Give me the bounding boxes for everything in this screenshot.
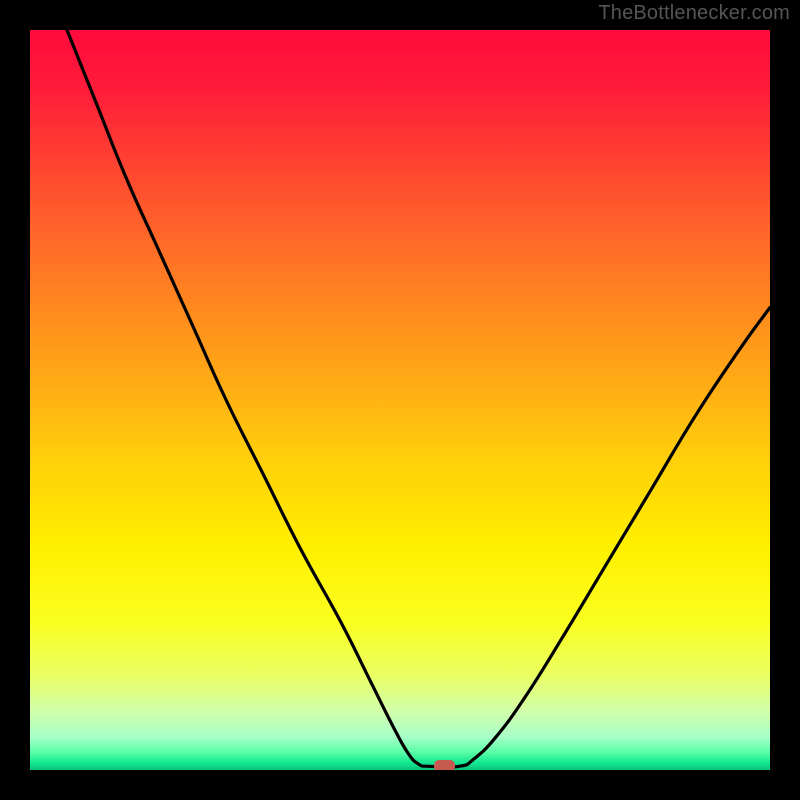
plot-area: [30, 30, 770, 770]
chart-frame: TheBottlenecker.com: [0, 0, 800, 800]
optimum-marker: [434, 760, 455, 770]
bottleneck-curve: [30, 30, 770, 770]
attribution-text: TheBottlenecker.com: [598, 2, 790, 25]
